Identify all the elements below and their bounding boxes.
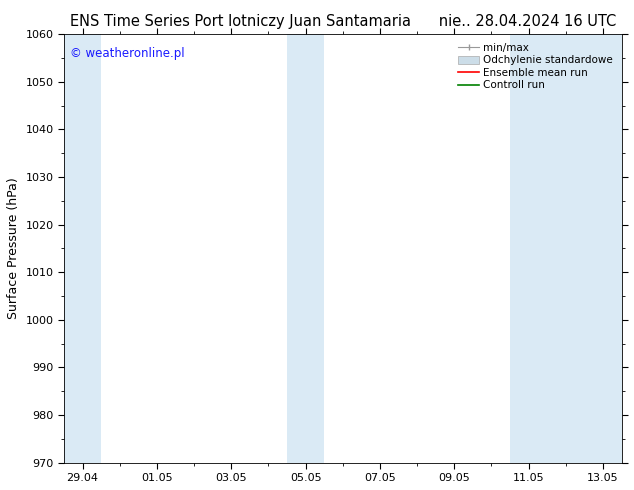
Title: ENS Time Series Port lotniczy Juan Santamaria      nie.. 28.04.2024 16 UTC: ENS Time Series Port lotniczy Juan Santa… — [70, 14, 616, 29]
Text: © weatheronline.pl: © weatheronline.pl — [70, 47, 184, 60]
Bar — [64, 34, 101, 463]
Bar — [510, 34, 621, 463]
Legend: min/max, Odchylenie standardowe, Ensemble mean run, Controll run: min/max, Odchylenie standardowe, Ensembl… — [455, 39, 616, 94]
Y-axis label: Surface Pressure (hPa): Surface Pressure (hPa) — [7, 177, 20, 319]
Bar — [287, 34, 324, 463]
